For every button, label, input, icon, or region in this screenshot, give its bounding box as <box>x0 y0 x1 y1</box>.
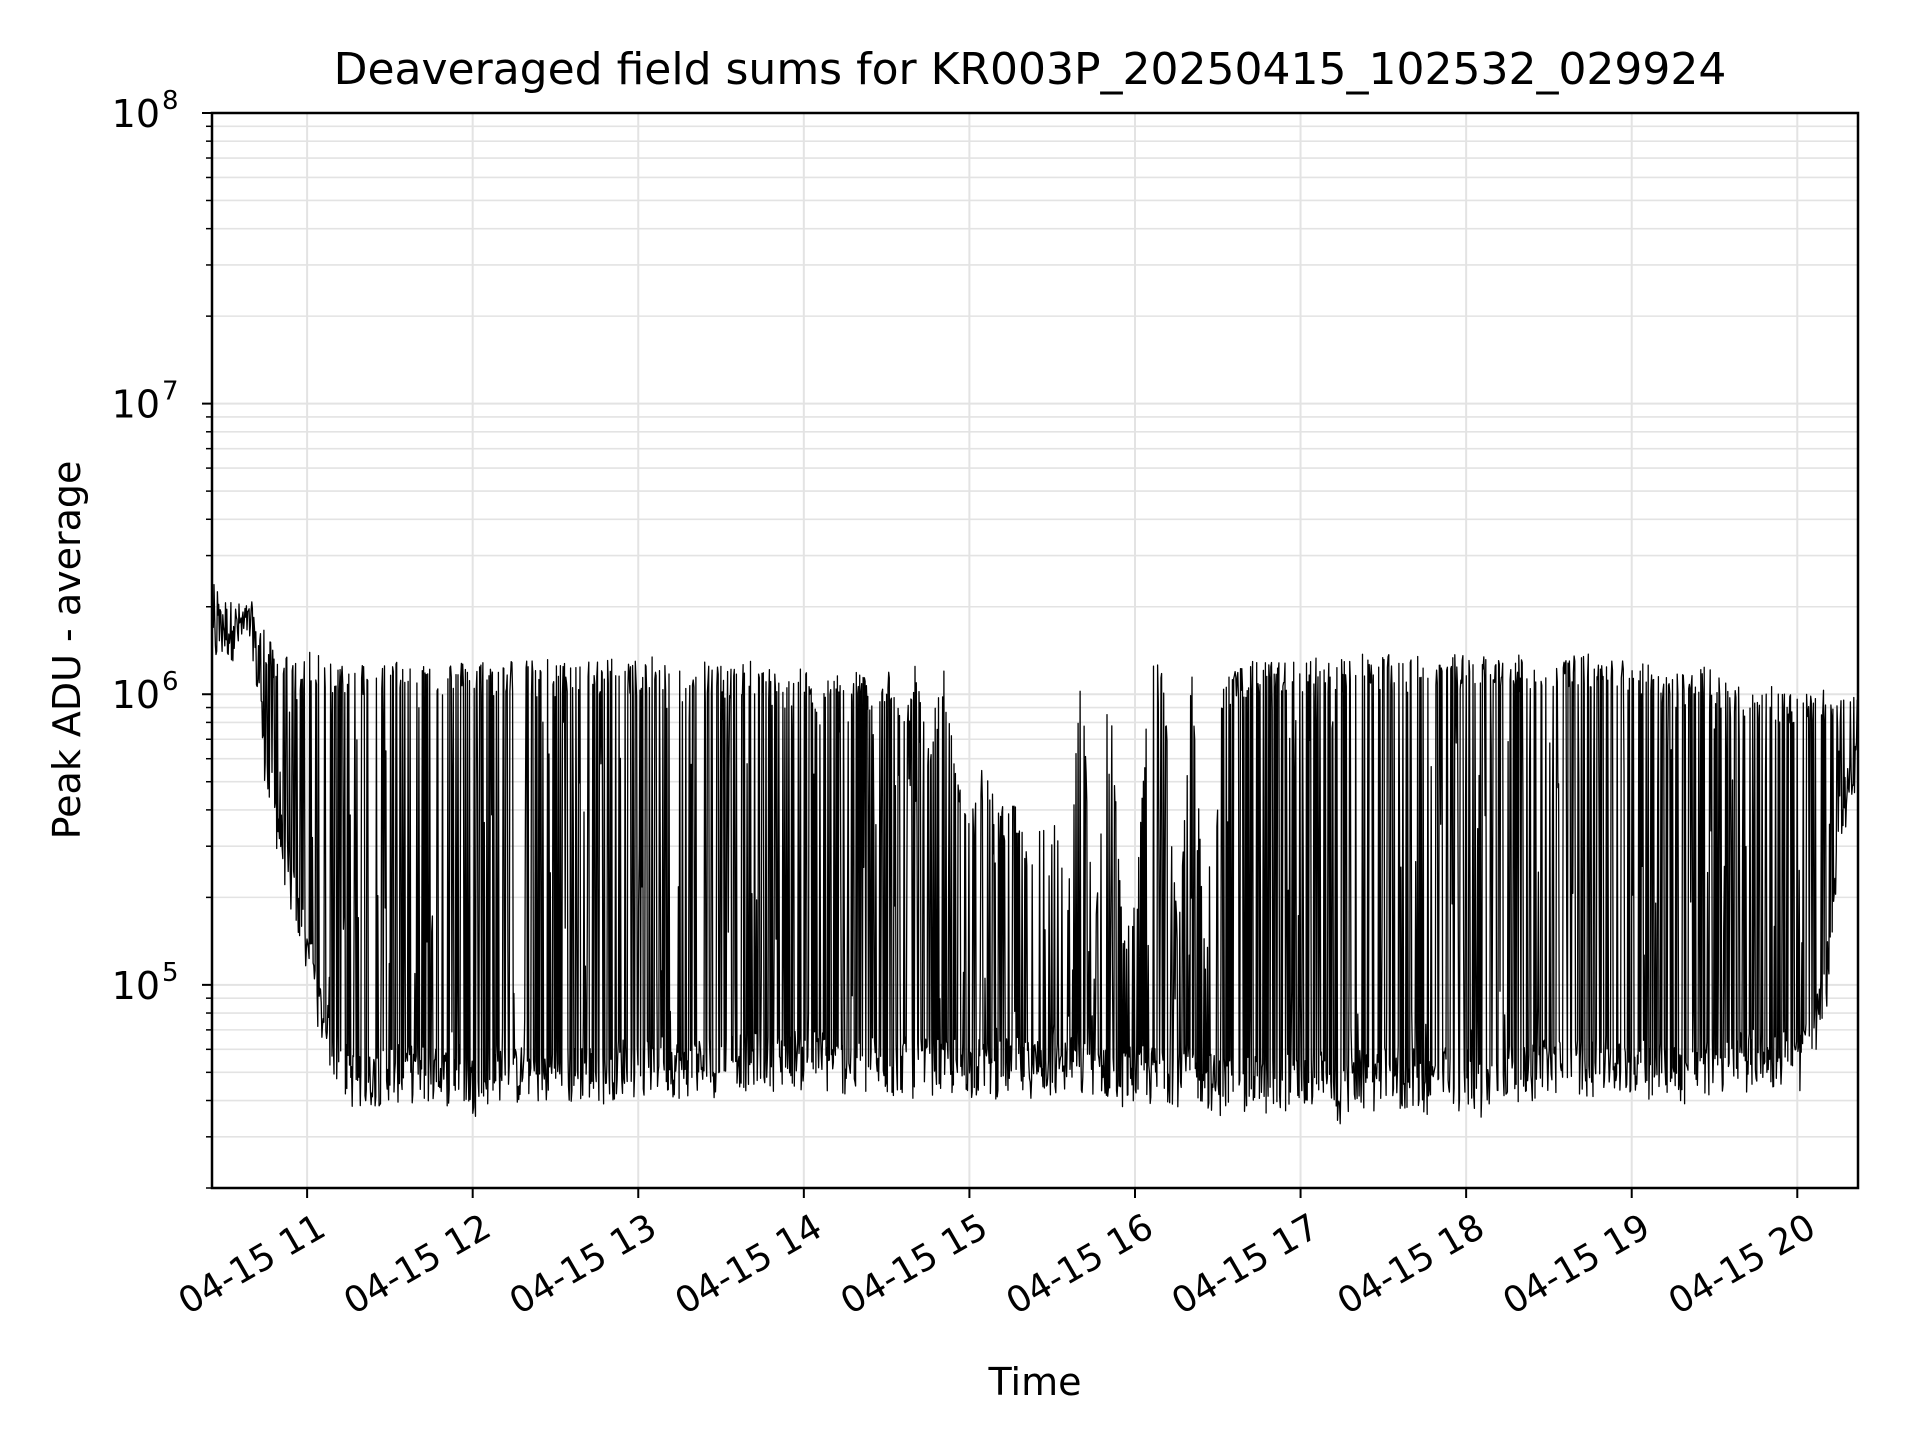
plot-area-frame <box>210 111 1860 1190</box>
y-tick-label-exponent: 6 <box>162 667 179 697</box>
y-tick-label-exponent: 5 <box>162 958 179 988</box>
y-axis-label: Peak ADU - average <box>45 461 89 840</box>
y-tick-label-exponent: 8 <box>162 86 179 116</box>
y-tick-label-base: 10 <box>112 92 160 136</box>
data-series <box>211 584 1859 1125</box>
chart-title: Deaveraged field sums for KR003P_2025041… <box>334 44 1727 95</box>
x-axis-label: Time <box>988 1360 1082 1404</box>
y-tick-label-base: 10 <box>112 383 160 427</box>
y-tick-label-base: 10 <box>112 673 160 717</box>
series-line <box>211 584 1859 1125</box>
y-tick-label-base: 10 <box>112 964 160 1008</box>
y-tick-label-exponent: 7 <box>162 377 179 407</box>
